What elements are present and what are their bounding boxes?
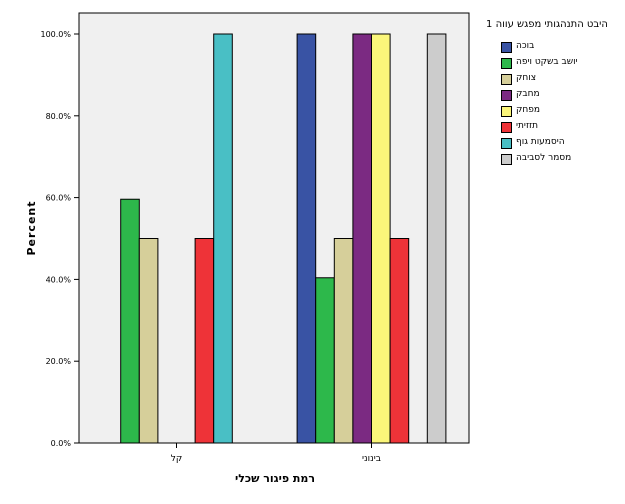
- x-axis-label: רמת פיגור שכלי: [235, 472, 315, 485]
- legend-swatch: [501, 90, 512, 101]
- legend-swatch: [501, 42, 512, 53]
- bars-group: [102, 33, 447, 444]
- legend-item: מסמר לסביבה: [472, 152, 622, 168]
- legend-item: בוכה: [472, 40, 622, 56]
- legend-swatch: [501, 74, 512, 85]
- bar: [333, 238, 354, 444]
- y-tick-label: 0.0%: [51, 439, 72, 448]
- bar: [315, 277, 335, 444]
- bar: [296, 33, 317, 444]
- legend-swatch: [501, 122, 512, 133]
- legend-label: יושב בשקט ויפה: [516, 57, 578, 67]
- legend-item: מחבק: [472, 88, 622, 104]
- legend-swatch: [501, 138, 512, 149]
- legend-item: צוחק: [472, 72, 622, 88]
- legend-label: מחבק: [516, 89, 540, 99]
- legend-label: היסמעות גוף: [516, 137, 565, 147]
- y-axis-label: Percent: [25, 200, 38, 255]
- bar: [213, 33, 233, 444]
- legend-label: מפחק: [516, 105, 540, 115]
- x-tick-label: קל: [171, 454, 183, 464]
- legend-label: צוחק: [516, 73, 537, 83]
- x-axis-ticks: קל בינוני: [171, 443, 381, 464]
- legend-swatch: [501, 154, 512, 165]
- legend-items: בוכה יושב בשקט ויפה צוחק מחבק מפחק תזזיתי היסמ…: [472, 40, 622, 168]
- y-tick-label: 40.0%: [46, 275, 72, 284]
- y-tick-label: 60.0%: [46, 194, 72, 203]
- legend-swatch: [501, 106, 512, 117]
- x-tick-label: בינוני: [362, 454, 381, 464]
- bar: [194, 238, 215, 444]
- y-tick-label: 20.0%: [46, 357, 72, 366]
- y-axis-ticks: 0.0% 20.0% 40.0% 60.0% 80.0% 100.0%: [40, 30, 79, 448]
- bar: [352, 33, 372, 444]
- legend-title: היבט התנהגותי מפגש עווה 1: [486, 19, 608, 30]
- bar: [138, 238, 159, 444]
- y-tick-label: 100.0%: [40, 30, 71, 39]
- legend-label: מסמר לסביבה: [516, 153, 572, 163]
- legend: היבט התנהגותי מפגש עווה 1 בוכה יושב בשקט …: [472, 18, 622, 168]
- legend-item: תזזיתי: [472, 120, 622, 136]
- bar: [120, 198, 140, 444]
- legend-label: בוכה: [516, 41, 535, 51]
- y-tick-label: 80.0%: [46, 112, 72, 121]
- legend-swatch: [501, 58, 512, 69]
- legend-item: יושב בשקט ויפה: [472, 56, 622, 72]
- legend-item: היסמעות גוף: [472, 136, 622, 152]
- bar: [371, 33, 391, 444]
- legend-label: תזזיתי: [516, 121, 539, 131]
- legend-item: מפחק: [472, 104, 622, 120]
- bar: [426, 33, 447, 444]
- bar: [389, 238, 410, 444]
